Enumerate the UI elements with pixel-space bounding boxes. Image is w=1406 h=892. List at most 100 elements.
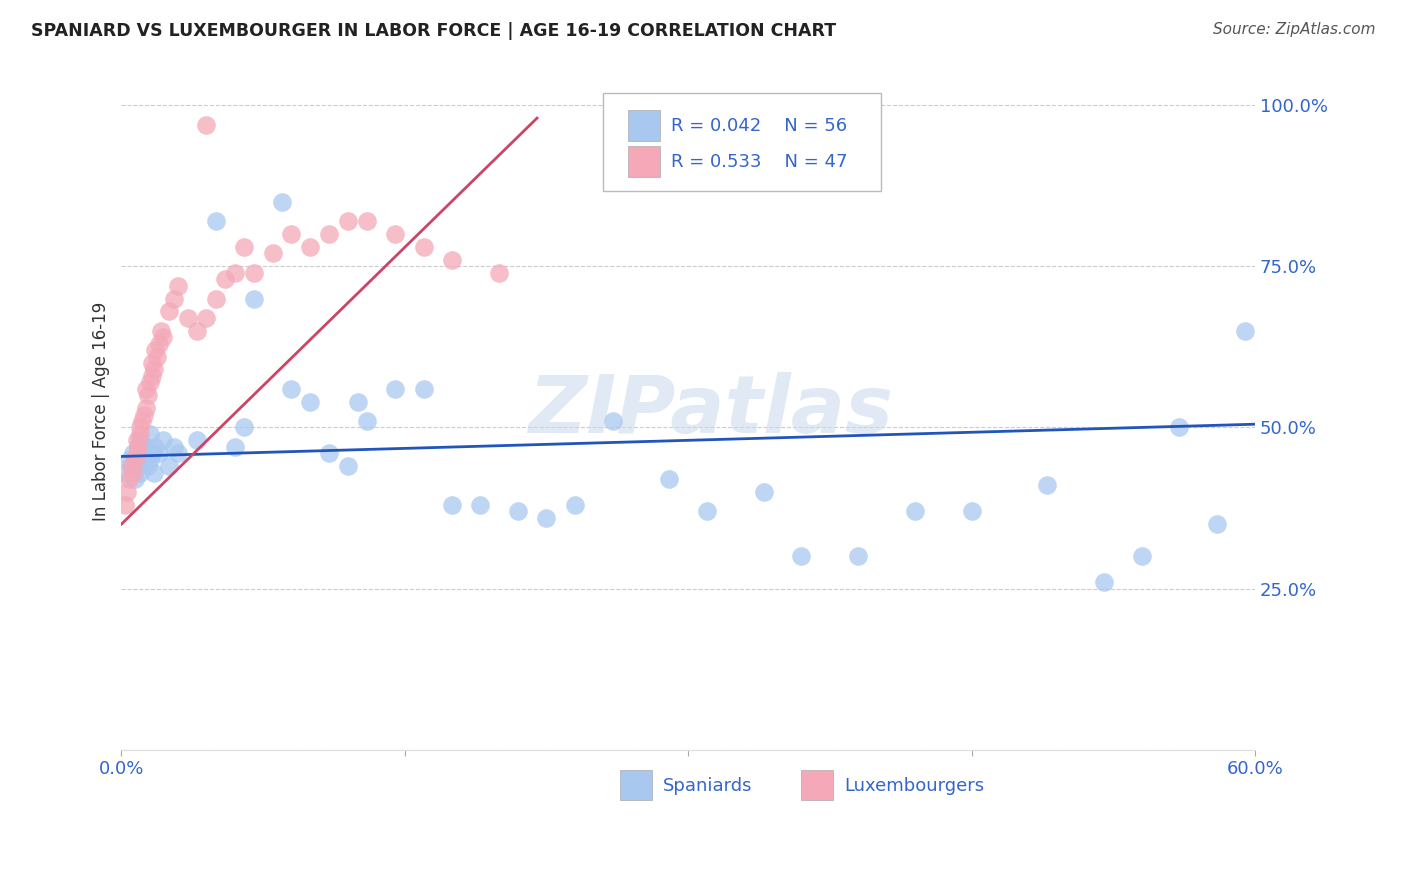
Point bbox=[224, 440, 246, 454]
Point bbox=[384, 382, 406, 396]
Bar bbox=[620, 770, 652, 800]
Text: R = 0.533    N = 47: R = 0.533 N = 47 bbox=[671, 153, 848, 170]
Bar bbox=[801, 770, 834, 800]
Point bbox=[163, 440, 186, 454]
Point bbox=[271, 194, 294, 209]
Point bbox=[846, 549, 869, 564]
Text: SPANIARD VS LUXEMBOURGER IN LABOR FORCE | AGE 16-19 CORRELATION CHART: SPANIARD VS LUXEMBOURGER IN LABOR FORCE … bbox=[31, 22, 837, 40]
Point bbox=[129, 434, 152, 448]
Point bbox=[299, 394, 322, 409]
Point bbox=[564, 498, 586, 512]
Point bbox=[131, 414, 153, 428]
Point bbox=[195, 118, 218, 132]
Point bbox=[536, 510, 558, 524]
Point bbox=[280, 227, 302, 241]
Point bbox=[1206, 517, 1229, 532]
Point bbox=[157, 304, 180, 318]
Point bbox=[129, 420, 152, 434]
Point bbox=[145, 440, 167, 454]
Point bbox=[205, 214, 228, 228]
Point bbox=[318, 227, 340, 241]
Point bbox=[118, 472, 141, 486]
Y-axis label: In Labor Force | Age 16-19: In Labor Force | Age 16-19 bbox=[93, 301, 110, 521]
Point bbox=[337, 459, 360, 474]
Point bbox=[152, 330, 174, 344]
Point bbox=[127, 440, 149, 454]
Point bbox=[195, 310, 218, 325]
Point bbox=[121, 446, 143, 460]
Point bbox=[242, 292, 264, 306]
Point bbox=[384, 227, 406, 241]
Point bbox=[132, 446, 155, 460]
Point bbox=[145, 343, 167, 357]
Point bbox=[148, 446, 170, 460]
Point bbox=[412, 382, 434, 396]
Point bbox=[129, 426, 152, 441]
Point bbox=[141, 446, 163, 460]
Point bbox=[124, 472, 146, 486]
Point bbox=[356, 414, 378, 428]
Point bbox=[904, 504, 927, 518]
FancyBboxPatch shape bbox=[603, 94, 880, 192]
Point bbox=[121, 466, 143, 480]
Point bbox=[136, 388, 159, 402]
Point bbox=[127, 440, 149, 454]
Point bbox=[602, 414, 624, 428]
Point bbox=[115, 484, 138, 499]
Point bbox=[205, 292, 228, 306]
Point bbox=[960, 504, 983, 518]
Point bbox=[136, 459, 159, 474]
Point bbox=[214, 272, 236, 286]
Text: Spaniards: Spaniards bbox=[664, 777, 752, 795]
Point bbox=[141, 356, 163, 370]
Text: R = 0.042    N = 56: R = 0.042 N = 56 bbox=[671, 117, 848, 135]
Point bbox=[125, 434, 148, 448]
Point bbox=[142, 362, 165, 376]
Point bbox=[790, 549, 813, 564]
Point bbox=[696, 504, 718, 518]
Point bbox=[132, 408, 155, 422]
Point bbox=[118, 452, 141, 467]
Point bbox=[135, 401, 157, 416]
Point bbox=[167, 446, 190, 460]
Point bbox=[139, 376, 162, 390]
Point bbox=[157, 459, 180, 474]
Point bbox=[120, 459, 142, 474]
Point bbox=[242, 266, 264, 280]
Point bbox=[152, 434, 174, 448]
Point bbox=[346, 394, 368, 409]
Point bbox=[167, 278, 190, 293]
Point bbox=[176, 310, 198, 325]
Point bbox=[224, 266, 246, 280]
Point bbox=[412, 240, 434, 254]
Point bbox=[1168, 420, 1191, 434]
Text: Source: ZipAtlas.com: Source: ZipAtlas.com bbox=[1212, 22, 1375, 37]
Bar bbox=[628, 111, 659, 141]
Point bbox=[262, 246, 284, 260]
Point bbox=[186, 434, 208, 448]
Point bbox=[440, 498, 463, 512]
Point bbox=[148, 336, 170, 351]
Point bbox=[318, 446, 340, 460]
Point bbox=[1234, 324, 1257, 338]
Point bbox=[139, 426, 162, 441]
Point bbox=[488, 266, 510, 280]
Point bbox=[470, 498, 492, 512]
Point bbox=[233, 420, 256, 434]
Point bbox=[125, 459, 148, 474]
Point bbox=[356, 214, 378, 228]
Point bbox=[114, 498, 136, 512]
Point bbox=[658, 472, 681, 486]
Point bbox=[186, 324, 208, 338]
Point bbox=[150, 324, 173, 338]
Point bbox=[280, 382, 302, 396]
Text: ZIPatlas: ZIPatlas bbox=[529, 372, 893, 450]
Point bbox=[125, 446, 148, 460]
Point bbox=[135, 382, 157, 396]
Text: Luxembourgers: Luxembourgers bbox=[845, 777, 984, 795]
Point bbox=[139, 452, 162, 467]
Point bbox=[141, 368, 163, 383]
Point bbox=[114, 466, 136, 480]
Point bbox=[337, 214, 360, 228]
Point bbox=[1036, 478, 1059, 492]
